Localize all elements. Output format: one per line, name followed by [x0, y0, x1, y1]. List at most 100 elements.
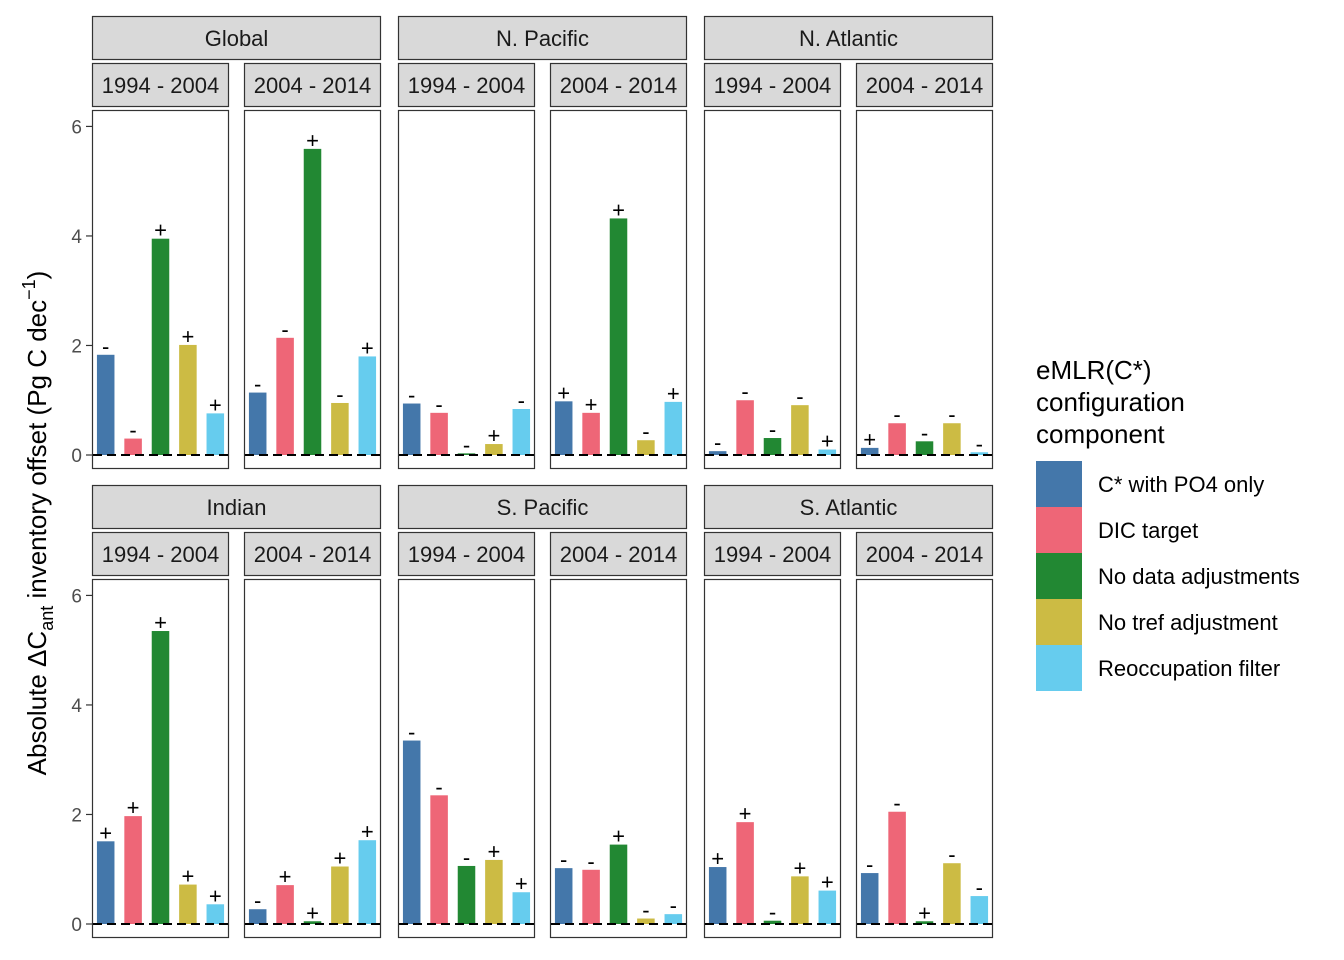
bar: [485, 859, 503, 924]
legend-key: [1036, 507, 1082, 553]
period-strip-label: 1994 - 2004: [714, 542, 831, 567]
bar-sign-label: +: [181, 864, 194, 889]
y-tick-label: 4: [71, 696, 82, 717]
bar-sign-label: -: [336, 382, 343, 407]
bar-sign-label: -: [769, 900, 776, 925]
region-strip-label: Global: [205, 26, 269, 51]
bar-sign-label: +: [127, 795, 140, 820]
bar: [151, 238, 170, 455]
plot-panel-border: [703, 578, 842, 939]
bar: [763, 438, 782, 455]
bar-sign-label: +: [612, 824, 625, 849]
legend-title-line-3: component: [1036, 419, 1165, 449]
period-strip-label: 1994 - 2004: [714, 73, 831, 98]
bar: [248, 909, 267, 924]
period-strip-label: 1994 - 2004: [102, 73, 219, 98]
period-panel: 1994 - 2004- -- +-: [397, 62, 536, 470]
bar: [358, 840, 377, 924]
period-strip: [703, 531, 842, 577]
bar: [736, 822, 754, 924]
period-strip: [243, 62, 382, 108]
period-strip-label: 2004 - 2014: [254, 73, 371, 98]
bar: [943, 863, 961, 924]
period-panel: 1994 - 2004----+: [703, 62, 842, 470]
y-tick-label: 6: [71, 117, 82, 138]
bar: [331, 402, 349, 455]
bar-sign-label: +: [181, 324, 194, 349]
legend-label: Reoccupation filter: [1098, 656, 1280, 681]
bar: [609, 844, 628, 924]
period-panel: 2004 - 2014+----: [855, 62, 994, 470]
bar-sign-label: -: [948, 402, 955, 427]
bar: [206, 904, 225, 924]
period-strip-label: 2004 - 2014: [866, 542, 983, 567]
bar: [708, 867, 727, 924]
y-tick-label: 2: [71, 336, 82, 357]
bar-sign-label: -: [670, 893, 677, 918]
region-strip: [91, 15, 382, 61]
period-strip-label: 1994 - 2004: [408, 73, 525, 98]
legend-entries: C* with PO4 only DIC target No data adjust…: [1036, 461, 1300, 691]
bar: [303, 921, 322, 924]
bar-sign-label: +: [306, 900, 319, 925]
plot-panel-border: [397, 109, 536, 470]
legend-title-line-1: eMLR(C*): [1036, 355, 1152, 385]
bar-sign-label: -: [408, 720, 415, 745]
legend-key: [1036, 553, 1082, 599]
bar-sign-label: -: [560, 847, 567, 872]
bar: [430, 412, 448, 455]
bar: [970, 896, 989, 924]
bar-sign-label: +: [209, 392, 222, 417]
bar: [609, 218, 628, 455]
bar-sign-label: -: [976, 431, 983, 456]
bar-sign-label: +: [361, 819, 374, 844]
y-tick-label: 4: [71, 227, 82, 248]
bar-sign-label: +: [612, 197, 625, 222]
region-strip: [91, 484, 382, 530]
period-strip: [91, 62, 230, 108]
region-strip-label: N. Atlantic: [799, 26, 898, 51]
bar: [582, 412, 600, 455]
bar-sign-label: +: [667, 381, 680, 406]
bar: [457, 453, 476, 455]
bar-sign-label: -: [281, 317, 288, 342]
y-axis-title-middle: inventory offset (Pg C dec: [22, 300, 52, 606]
bar: [512, 409, 531, 455]
bar-sign-label: +: [793, 855, 806, 880]
bar-sign-label: -: [254, 888, 261, 913]
bar: [664, 914, 683, 924]
bar-sign-label: -: [463, 432, 470, 457]
region-strip-label: Indian: [207, 495, 267, 520]
region-strip: [703, 15, 994, 61]
bar: [179, 344, 197, 455]
bar: [818, 449, 837, 455]
period-panel: 2004 - 2014--+-+: [243, 62, 382, 470]
bar: [402, 740, 421, 924]
region-strip-label: S. Pacific: [497, 495, 589, 520]
bar: [582, 869, 600, 924]
bar: [485, 444, 503, 455]
period-strip-label: 2004 - 2014: [560, 73, 677, 98]
bar-sign-label: +: [361, 335, 374, 360]
bar-sign-label: +: [515, 871, 528, 896]
bar: [708, 451, 727, 455]
region-strip: [397, 15, 688, 61]
period-panel: 1994 - 2004 + + + + +: [91, 531, 230, 939]
bar: [358, 356, 377, 455]
region-strip: [703, 484, 994, 530]
bar: [331, 866, 349, 924]
bar-sign-label: -: [642, 898, 649, 923]
region-strip: [397, 484, 688, 530]
y-axis-title-superscript: −1: [19, 279, 39, 300]
bar-sign-label: -: [518, 388, 525, 413]
region-strip-label: N. Pacific: [496, 26, 589, 51]
y-tick-label: 2: [71, 805, 82, 826]
bar: [179, 884, 197, 924]
period-strip: [243, 531, 382, 577]
plot-panel-border: [243, 578, 382, 939]
bar: [818, 890, 837, 924]
